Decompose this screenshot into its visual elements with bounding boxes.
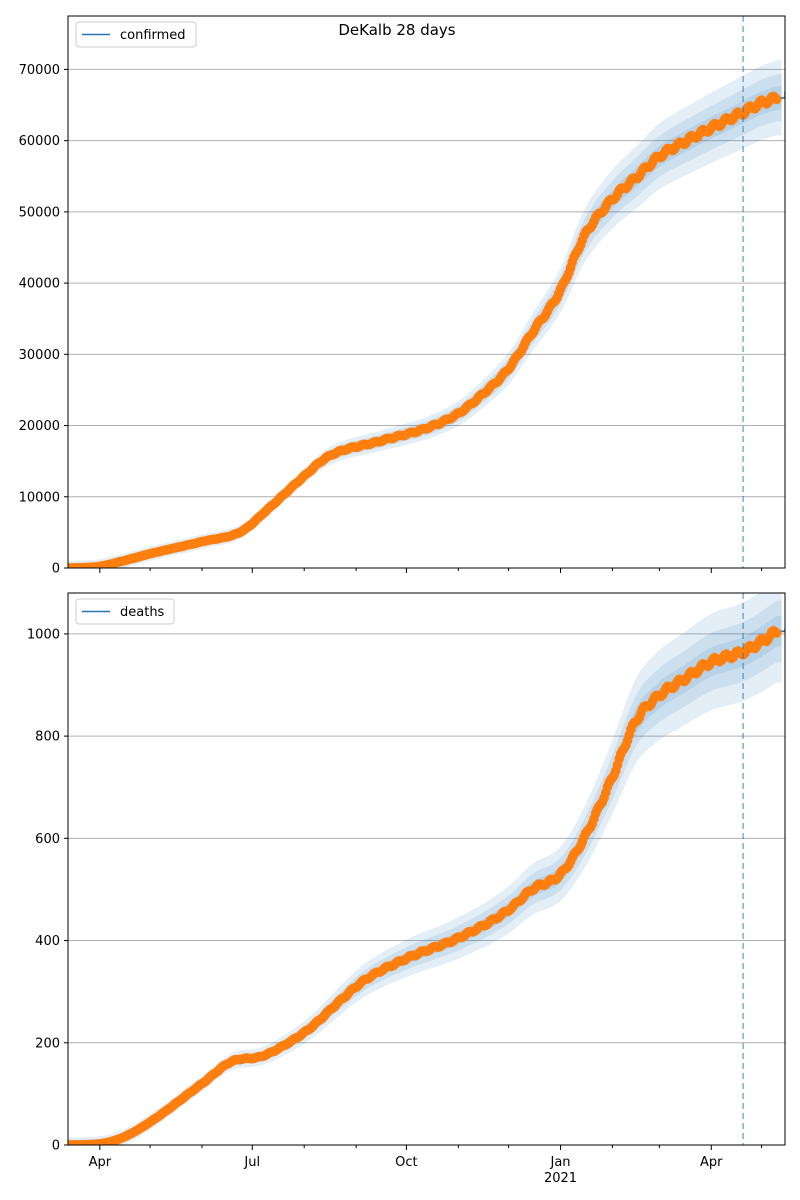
y-tick-label: 0 bbox=[52, 1139, 60, 1154]
legend-box bbox=[75, 21, 197, 48]
x-tick-label: Oct bbox=[395, 1155, 417, 1170]
x-tick-label: Apr bbox=[89, 1155, 112, 1170]
y-tick-label: 10000 bbox=[19, 490, 60, 505]
x-tick-label: Jan bbox=[549, 1155, 570, 1170]
axes-frame bbox=[67, 15, 786, 569]
x-tick-year-label: 2021 bbox=[544, 1171, 577, 1186]
confidence-band bbox=[68, 74, 782, 568]
y-tick-label: 60000 bbox=[19, 134, 60, 149]
confidence-bands bbox=[68, 60, 782, 568]
x-tick-label: Apr bbox=[700, 1155, 723, 1170]
y-tick-label: 20000 bbox=[19, 419, 60, 434]
y-tick-label: 40000 bbox=[19, 277, 60, 292]
legend-label: confirmed bbox=[120, 28, 186, 43]
legend-box bbox=[75, 598, 175, 625]
y-tick-label: 0 bbox=[52, 562, 60, 577]
observed-point bbox=[771, 94, 782, 105]
confirmed-panel: 0 10000 20000 30000 40000 50000 60000 70000 conf… bbox=[19, 15, 786, 577]
confidence-band bbox=[68, 593, 782, 1145]
legend-label: deaths bbox=[120, 605, 165, 620]
confidence-band bbox=[68, 600, 782, 1145]
legend: deaths bbox=[75, 598, 175, 625]
confidence-band bbox=[68, 60, 782, 568]
y-tick-label: 400 bbox=[35, 934, 60, 949]
observed-points bbox=[68, 91, 782, 568]
axes-frame bbox=[67, 592, 786, 1146]
observed-point bbox=[771, 628, 782, 638]
y-tick-label: 600 bbox=[35, 832, 60, 847]
y-tick-label: 200 bbox=[35, 1036, 60, 1051]
y-tick-label: 30000 bbox=[19, 348, 60, 363]
chart-title: DeKalb 28 days bbox=[338, 21, 455, 39]
y-tick-label: 1000 bbox=[27, 627, 60, 642]
y-tick-label: 70000 bbox=[19, 63, 60, 78]
y-tick-label: 800 bbox=[35, 730, 60, 745]
confidence-band bbox=[68, 615, 782, 1145]
legend: confirmed bbox=[75, 21, 197, 48]
y-tick-label: 50000 bbox=[19, 205, 60, 220]
confidence-bands bbox=[68, 593, 782, 1145]
observed-points bbox=[68, 625, 782, 1145]
x-tick-label: Jul bbox=[243, 1155, 260, 1170]
